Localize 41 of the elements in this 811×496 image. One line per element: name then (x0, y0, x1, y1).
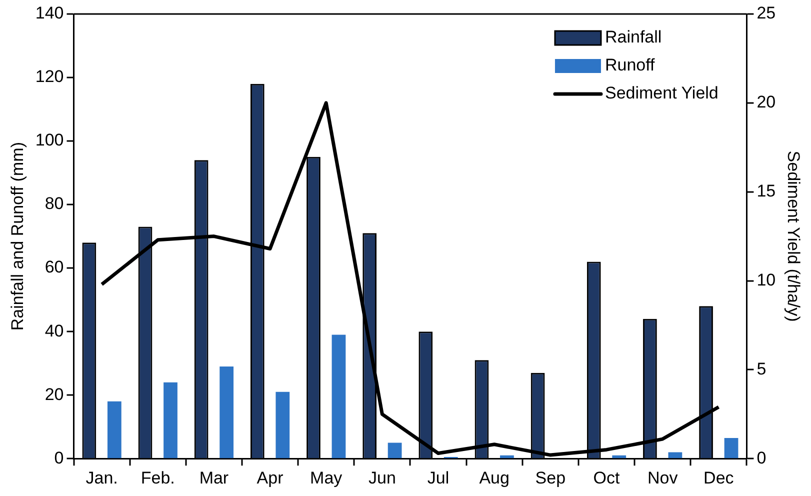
y-tick-label: 0 (54, 448, 64, 468)
x-tick-label: Dec (704, 468, 734, 488)
y2-tick-label: 20 (756, 92, 776, 112)
x-tick-label: Mar (199, 468, 229, 488)
x-tick-label: Jul (427, 468, 450, 488)
y-tick-label: 120 (35, 67, 64, 86)
bar (388, 442, 402, 458)
x-tick-label: May (310, 468, 343, 488)
y-axis-title: Rainfall and Runoff (mm) (8, 142, 27, 331)
bar (107, 401, 122, 458)
x-tick-label: Aug (479, 468, 510, 488)
x-tick-label: Oct (593, 468, 620, 488)
legend-label: Sediment Yield (604, 84, 718, 103)
bar (500, 455, 514, 458)
bar (724, 438, 738, 458)
y-tick-label: 60 (44, 258, 64, 277)
y2-tick-label: 0 (756, 448, 766, 468)
x-tick-label: Jun (368, 468, 396, 488)
x-tick-label: Jan. (86, 468, 118, 488)
bar (612, 455, 626, 458)
x-tick-label: Nov (647, 468, 678, 488)
y2-tick-label: 10 (756, 270, 776, 290)
y2-tick-label: 15 (756, 182, 776, 201)
bar (164, 382, 178, 458)
y2-axis-title: Sediment Yield (t/ha/y) (784, 150, 804, 322)
y-tick-label: 100 (35, 130, 64, 150)
y-tick-label: 40 (44, 321, 64, 340)
x-tick-label: Sep (535, 468, 566, 488)
x-tick-label: Feb. (140, 468, 175, 488)
bar (220, 366, 234, 458)
y2-tick-label: 25 (756, 4, 776, 23)
bar (332, 334, 346, 458)
bar (668, 452, 682, 458)
bar (276, 392, 290, 458)
y-tick-label: 20 (44, 384, 64, 404)
legend-label: Runoff (604, 56, 656, 75)
legend-label: Rainfall (604, 28, 662, 47)
y-tick-label: 140 (35, 4, 64, 23)
y-tick-label: 80 (44, 194, 64, 214)
x-tick-label: Apr (256, 468, 284, 488)
y2-tick-label: 5 (756, 359, 766, 378)
